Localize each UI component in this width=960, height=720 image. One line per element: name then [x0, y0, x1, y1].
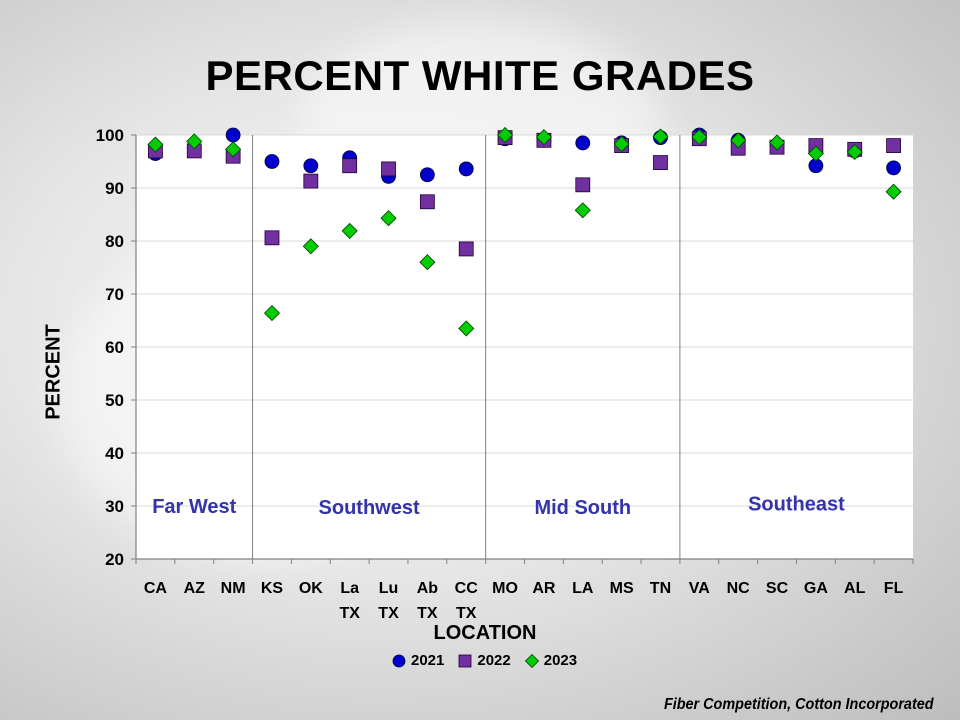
marker-2022-tn: [653, 155, 668, 170]
region-label: Southwest: [319, 497, 420, 519]
x-tick-label-line2: TX: [339, 605, 360, 622]
x-tick-label: CA: [144, 580, 168, 597]
legend-label-2021: 2021: [411, 652, 445, 669]
x-tick-label: AZ: [184, 580, 206, 597]
legend-label-2023: 2023: [543, 652, 578, 669]
y-tick-label: 100: [96, 126, 124, 145]
marker-2021-nm: [225, 127, 241, 143]
legend-item-2023: 2023: [524, 652, 578, 669]
x-tick-label: FL: [884, 580, 904, 597]
marker-2023-nc: [730, 132, 747, 149]
marker-2023-lu: [380, 210, 397, 227]
x-tick-label: AR: [532, 580, 556, 597]
marker-2023-nm: [225, 141, 242, 158]
region-dividers: [252, 135, 681, 559]
x-tick-label: OK: [299, 580, 323, 597]
marker-2023-ab: [419, 254, 436, 271]
marker-2022-ab: [419, 194, 435, 210]
legend: 2021 2022 2023: [392, 652, 577, 669]
marker-2022-lu: [381, 161, 396, 177]
marker-2023-ga: [807, 145, 824, 162]
legend-item-2022: 2022: [458, 652, 511, 669]
marker-2021-ok: [303, 158, 319, 174]
marker-2023-ms: [613, 135, 630, 153]
x-tick-label-line2: TX: [378, 605, 399, 622]
legend-item-2021: 2021: [392, 652, 444, 669]
region-label: Mid South: [534, 497, 631, 519]
marker-2022-fl: [886, 138, 901, 154]
y-tick-labels: 20 30 40 50 60 70 80 90 100: [96, 126, 124, 569]
y-tick-label: 20: [105, 550, 124, 569]
x-tick-label: SC: [766, 580, 789, 597]
axes: [131, 134, 914, 564]
square-icon: [458, 654, 472, 667]
marker-2023-va: [691, 129, 708, 146]
x-tick-label: NM: [221, 580, 246, 597]
marker-2021-fl: [886, 160, 901, 176]
x-tick-label: CC: [455, 580, 479, 597]
y-tick-label: 50: [105, 391, 124, 410]
x-tick-label: Ab: [417, 580, 439, 597]
region-labels: Far West Southwest Mid South Southeast: [152, 493, 845, 519]
marker-2022-la: [342, 158, 358, 174]
x-tick-label: NC: [727, 580, 751, 597]
marker-2022-la: [575, 177, 591, 193]
marker-2021-la: [575, 135, 591, 151]
x-tick-label: VA: [689, 580, 710, 597]
marker-2022-ks: [264, 230, 280, 246]
marker-2023-ok: [302, 238, 319, 255]
legend-label-2022: 2022: [477, 652, 511, 669]
marker-2023-ca: [147, 136, 164, 153]
region-label: Southeast: [748, 493, 845, 515]
marker-2023-la: [341, 222, 358, 239]
x-tick-label: TN: [650, 580, 671, 597]
marker-2023-ar: [535, 129, 552, 146]
y-tick-label: 30: [105, 497, 124, 516]
y-tick-label: 80: [105, 232, 124, 251]
marker-2022-ok: [303, 173, 319, 189]
marker-2023-mo: [497, 126, 514, 144]
marker-2021-ks: [264, 154, 280, 169]
y-tick-label: 40: [105, 444, 124, 463]
marker-2022-cc: [458, 241, 474, 257]
x-tick-label: LA: [572, 580, 594, 597]
marker-2023-sc: [768, 134, 786, 151]
chart-title: PERCENT WHITE GRADES: [205, 52, 755, 99]
x-tick-label: MS: [610, 580, 634, 597]
x-tick-label: AL: [844, 580, 866, 597]
x-tick-label-line2: TX: [456, 605, 477, 622]
marker-2023-fl: [885, 183, 902, 200]
x-tick-labels: CA AZ NM KS OK La TX Lu TX Ab TX CC TX MO AR LA MS TN VA NC…: [144, 580, 904, 622]
source-note: Fiber Competition, Cotton Incorporated: [664, 696, 934, 713]
marker-2023-cc: [458, 320, 475, 337]
marker-2021-cc: [458, 161, 474, 177]
x-tick-label: KS: [261, 580, 284, 597]
marker-2023-al: [846, 143, 863, 161]
marker-2023-ks: [263, 305, 281, 322]
x-tick-label-line2: TX: [417, 605, 438, 622]
x-tick-label: MO: [492, 580, 518, 597]
y-tick-label: 90: [105, 179, 124, 198]
diamond-icon: [524, 653, 539, 668]
x-tick-label: La: [340, 580, 359, 597]
data-markers: [147, 126, 902, 337]
region-label: Far West: [152, 496, 236, 518]
marker-2023-tn: [652, 128, 669, 145]
x-tick-label: GA: [804, 580, 828, 597]
circle-icon: [392, 654, 406, 667]
marker-2023-la: [574, 202, 591, 219]
y-tick-label: 70: [105, 285, 124, 304]
marker-2021-ab: [419, 167, 435, 183]
y-tick-label: 60: [105, 338, 124, 357]
marker-2023-az: [186, 133, 203, 150]
x-tick-label: Lu: [379, 580, 399, 597]
y-axis-title: PERCENT: [42, 324, 65, 420]
x-axis-title: LOCATION: [433, 622, 537, 644]
